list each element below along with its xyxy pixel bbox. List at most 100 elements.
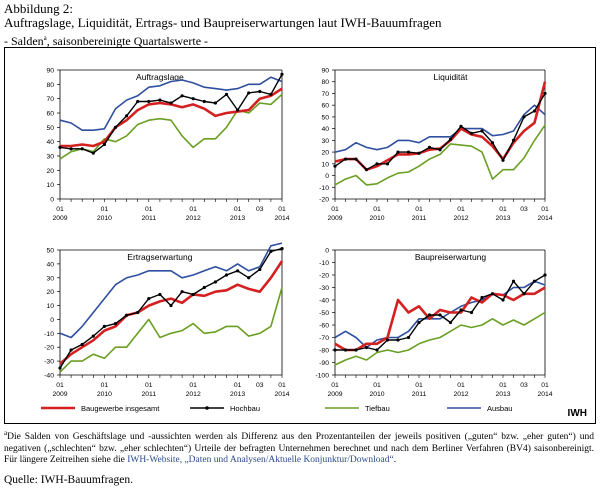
subtitle-pre: - Salden (4, 34, 44, 48)
hochbau-marker (258, 267, 262, 272)
x-tick-year-label: 2010 (369, 391, 384, 398)
x-tick-year-label: 2014 (537, 215, 552, 222)
series-line-tiefbau (334, 311, 546, 366)
x-tick-label: 01 (373, 382, 381, 389)
x-tick-label: 01 (56, 206, 64, 213)
x-tick-label: 01 (541, 206, 549, 213)
subtitle-sup: a (43, 34, 47, 42)
hochbau-marker (125, 114, 129, 118)
x-tick-year-label: 2013 (495, 215, 510, 222)
hochbau-marker (158, 292, 162, 297)
y-tick-label: 20 (46, 289, 54, 296)
panel-title: Liquidität (433, 72, 468, 82)
x-tick-label: 01 (145, 382, 153, 389)
x-tick-year-label: 2009 (327, 391, 342, 398)
hochbau-marker (385, 338, 390, 342)
series-line-ausbau (59, 242, 283, 339)
x-tick-label: 01 (101, 382, 109, 389)
hochbau-marker (169, 101, 173, 105)
hochbau-marker (102, 324, 106, 328)
hochbau-marker (247, 91, 251, 95)
y-tick-label: 40 (46, 139, 54, 146)
y-tick-label: -80 (319, 348, 329, 355)
y-tick-label: 0 (325, 173, 329, 180)
x-tick-label: 01 (373, 206, 381, 213)
legend-label: Baugewerbe insgesamt (81, 404, 160, 413)
hochbau-marker (224, 273, 229, 277)
hochbau-marker (543, 273, 547, 277)
legend-marker (205, 406, 209, 410)
hochbau-marker (136, 310, 140, 315)
hochbau-marker (469, 131, 474, 135)
hochbau-marker (147, 297, 151, 301)
hochbau-marker (459, 308, 463, 312)
x-tick-year-label: 2013 (230, 391, 245, 398)
y-tick-label: -10 (44, 331, 54, 338)
y-tick-label: 30 (321, 138, 329, 145)
x-tick-label: 01 (331, 206, 339, 213)
x-tick-label: 01 (541, 382, 549, 389)
y-tick-label: 50 (46, 248, 54, 255)
x-tick-year-label: 2012 (186, 215, 201, 222)
y-tick-label: 10 (321, 161, 329, 168)
x-tick-label: 01 (499, 382, 507, 389)
x-tick-year-label: 2012 (453, 391, 468, 398)
hochbau-marker (406, 335, 411, 340)
hochbau-marker (417, 320, 421, 325)
hochbau-marker (543, 91, 547, 96)
x-tick-label: 03 (256, 206, 264, 213)
hochbau-marker (501, 158, 505, 162)
hochbau-marker (364, 345, 369, 350)
y-tick-label: 50 (46, 125, 54, 132)
y-tick-label: 10 (46, 182, 54, 189)
x-tick-year-label: 2011 (412, 391, 427, 398)
x-tick-label: 01 (278, 382, 286, 389)
footnote: aDie Salden von Geschäftslage und -aussi… (4, 428, 594, 467)
hochbau-marker (236, 108, 240, 112)
y-tick-label: 20 (321, 150, 329, 157)
hochbau-marker (511, 279, 516, 283)
hochbau-marker (396, 338, 400, 342)
y-tick-label: 70 (46, 96, 54, 103)
hochbau-marker (364, 168, 369, 172)
hochbau-marker (80, 147, 84, 151)
hochbau-marker (354, 157, 358, 161)
y-tick-label: 40 (46, 261, 54, 268)
x-tick-label: 01 (499, 206, 507, 213)
x-tick-label: 01 (331, 382, 339, 389)
y-tick-label: -40 (44, 373, 54, 380)
series-line-baugewerbe-insgesamt (59, 260, 284, 365)
brand-logo: IWH (568, 408, 587, 419)
x-tick-year-label: 2010 (369, 215, 384, 222)
chart-panel-4: -100-90-80-70-60-50-40-30-20-10001200901… (315, 248, 552, 399)
hochbau-marker (224, 92, 229, 96)
legend-label: Tiefbau (365, 404, 390, 413)
x-tick-label: 03 (256, 382, 264, 389)
y-tick-label: 60 (321, 103, 329, 110)
y-tick-label: -10 (319, 260, 329, 267)
chart-panels: 0102030405060708090012009012010012011012… (41, 68, 587, 419)
hochbau-marker (80, 342, 84, 347)
y-tick-label: 30 (46, 275, 54, 282)
x-tick-label: 01 (56, 382, 64, 389)
hochbau-marker (91, 334, 95, 338)
figure-title: Auftragslage, Liquidität, Ertrags- und B… (4, 15, 442, 30)
footnote-link[interactable]: IWH-Website, „Daten und Analysen/Aktuell… (127, 455, 394, 466)
x-tick-label: 01 (189, 382, 197, 389)
y-tick-label: 0 (50, 197, 54, 204)
hochbau-marker (202, 99, 206, 104)
hochbau-marker (522, 292, 526, 296)
x-tick-year-label: 2013 (230, 215, 245, 222)
hochbau-marker (280, 72, 284, 76)
hochbau-marker (125, 313, 129, 317)
footnote-marker: a (4, 429, 8, 437)
hochbau-marker (236, 269, 240, 273)
hochbau-marker (406, 150, 411, 154)
y-tick-label: -90 (319, 360, 329, 367)
y-tick-label: 10 (46, 303, 54, 310)
hochbau-marker (385, 162, 390, 166)
y-tick-label: 0 (50, 317, 54, 324)
hochbau-marker (213, 101, 217, 105)
x-tick-label: 01 (278, 206, 286, 213)
x-tick-year-label: 2009 (327, 215, 342, 222)
